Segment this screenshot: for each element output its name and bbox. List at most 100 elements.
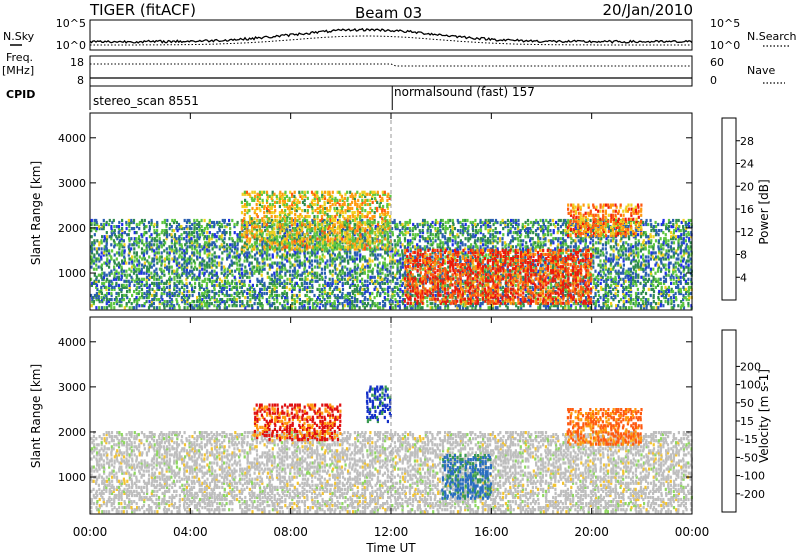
echo-cell [188,231,190,234]
echo-cell [218,294,220,297]
echo-cell [193,300,195,303]
echo-cell [437,221,439,224]
echo-cell [286,251,288,254]
echo-cell [229,270,231,273]
echo-cell [98,266,100,269]
echo-cell [241,280,243,283]
echo-cell [130,237,132,240]
echo-cell [261,266,263,269]
echo-cell [392,272,394,275]
echo-cell [111,298,113,301]
echo-cell [256,278,258,281]
echo-cell [93,239,95,242]
echo-cell [276,286,278,289]
echo-cell [520,239,522,242]
echo-cell [359,249,361,252]
echo-cell [560,237,562,240]
echo-cell [306,270,308,273]
echo-cell [176,284,178,287]
echo-cell [354,294,356,297]
echo-cell [193,251,195,254]
echo-cell [208,264,210,267]
echo-cell [397,249,399,252]
echo-cell [101,306,103,309]
echo-cell [216,272,218,275]
echo-cell [164,300,166,303]
echo-cell [492,245,494,248]
echo-cell [156,239,158,242]
echo-cell [490,219,492,222]
echo-cell [219,245,221,248]
echo-cell [301,249,303,252]
echo-cell [399,288,401,291]
echo-cell [158,282,160,285]
echo-cell [94,233,96,236]
echo-cell [316,288,318,291]
echo-cell [362,300,364,303]
echo-cell [417,274,419,277]
echo-cell [229,264,231,267]
echo-cell [143,272,145,275]
echo-cell [407,227,409,230]
echo-cell [527,219,529,222]
echo-cell [286,292,288,295]
echo-cell [168,257,170,260]
echo-cell [226,247,228,250]
echo-cell [229,231,231,234]
echo-cell [410,247,412,250]
echo-cell [218,221,220,224]
echo-cell [329,270,331,273]
echo-cell [525,294,527,297]
echo-cell [474,223,476,226]
echo-cell [289,225,291,228]
echo-cell [522,239,524,242]
echo-cell [100,286,102,289]
echo-cell [384,296,386,299]
echo-cell [123,298,125,301]
echo-cell [141,292,143,295]
echo-cell [338,288,340,291]
echo-cell [545,219,547,222]
echo-cell [311,290,313,293]
echo-cell [412,294,414,297]
echo-cell [346,268,348,271]
echo-cell [136,264,138,267]
echo-cell [128,233,130,236]
echo-cell [306,298,308,301]
echo-cell [231,294,233,297]
echo-cell [401,231,403,234]
echo-cell [138,227,140,230]
echo-cell [351,255,353,258]
echo-cell [218,255,220,258]
echo-cell [554,247,556,250]
echo-cell [93,253,95,256]
echo-cell [351,274,353,277]
echo-cell [422,229,424,232]
echo-cell [96,239,98,242]
echo-cell [173,249,175,252]
echo-cell [447,266,449,269]
echo-cell [261,278,263,281]
echo-cell [371,280,373,283]
echo-cell [100,239,102,242]
echo-cell [464,243,466,246]
echo-cell [362,272,364,275]
echo-cell [384,302,386,305]
echo-cell [216,266,218,269]
echo-cell [203,300,205,303]
echo-cell [397,235,399,238]
echo-cell [151,276,153,279]
echo-cell [552,219,554,222]
echo-cell [206,223,208,226]
echo-cell [271,278,273,281]
echo-cell [386,264,388,267]
echo-cell [105,286,107,289]
echo-cell [311,298,313,301]
echo-cell [267,272,269,275]
echo-cell [344,272,346,275]
echo-cell [535,245,537,248]
echo-cell [286,270,288,273]
echo-cell [123,284,125,287]
echo-cell [174,219,176,222]
echo-cell [196,276,198,279]
